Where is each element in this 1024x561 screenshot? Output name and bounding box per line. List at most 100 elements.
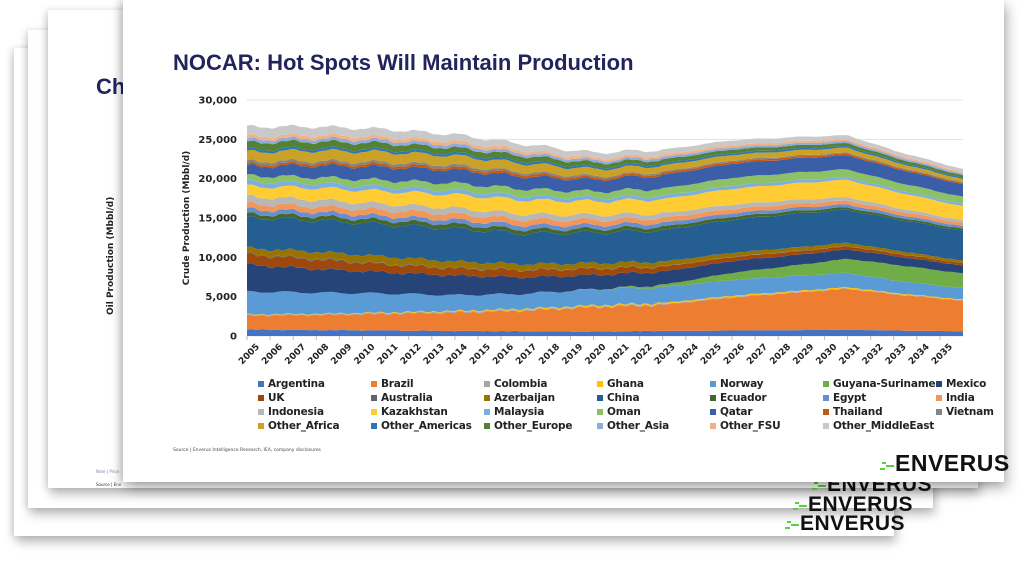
- logo-text: ENVERUS: [895, 450, 1010, 476]
- legend-swatch-icon: [597, 408, 603, 415]
- legend-label: Kazakhstan: [381, 405, 448, 418]
- legend-label: Other_MiddleEast: [833, 419, 935, 432]
- x-tick-label: 2017: [514, 342, 539, 367]
- area-guyana-suriname: [247, 258, 963, 296]
- legend-swatch-icon: [936, 394, 942, 401]
- legend-item: Oman: [597, 405, 710, 418]
- chart-legend: Argentina Brazil Colombia Ghana Norway Guyana…: [258, 377, 994, 432]
- x-tick-label: 2028: [768, 342, 793, 367]
- legend-label: China: [607, 391, 640, 404]
- legend-item: Malaysia: [484, 405, 597, 418]
- enverus-mark-icon: [880, 458, 894, 472]
- x-tick-label: 2023: [653, 342, 678, 367]
- legend-swatch-icon: [936, 380, 942, 387]
- area-other-africa: [247, 147, 963, 183]
- x-tick-label: 2027: [745, 342, 770, 367]
- back-slide-ylabel: Oil Production (Mbbl/d): [106, 196, 116, 315]
- legend-item: Other_Asia: [597, 419, 710, 432]
- x-tick-label: 2031: [838, 342, 863, 367]
- legend-label: Ecuador: [720, 391, 767, 404]
- enverus-logo-back-3: ENVERUS: [785, 512, 905, 536]
- area-india: [247, 200, 963, 228]
- x-tick-label: 2025: [699, 342, 724, 367]
- legend-swatch-icon: [258, 408, 264, 415]
- legend-swatch-icon: [484, 394, 490, 401]
- legend-item: Egypt: [823, 391, 936, 404]
- legend-swatch-icon: [823, 380, 829, 387]
- legend-label: Ghana: [607, 377, 644, 390]
- x-tick-label: 2026: [722, 342, 747, 367]
- legend-label: Other_Europe: [494, 419, 573, 432]
- y-tick-label: 15,000: [198, 214, 237, 225]
- legend-swatch-icon: [371, 422, 377, 429]
- x-tick-label: 2018: [537, 342, 562, 367]
- legend-item: Other_Europe: [484, 419, 597, 432]
- legend-swatch-icon: [484, 408, 490, 415]
- legend-label: Brazil: [381, 377, 414, 390]
- y-tick-label: 20,000: [198, 174, 237, 185]
- legend-item: India: [936, 391, 1024, 404]
- legend-swatch-icon: [371, 380, 377, 387]
- x-tick-label: 2020: [584, 342, 609, 367]
- legend-label: India: [946, 391, 975, 404]
- x-tick-label: 2021: [607, 342, 632, 367]
- enverus-mark-icon: [793, 498, 807, 512]
- legend-label: Qatar: [720, 405, 753, 418]
- area-oman: [247, 169, 963, 204]
- y-tick-label: 5,000: [205, 292, 237, 303]
- x-tick-label: 2009: [330, 342, 355, 367]
- area-uk: [247, 246, 963, 279]
- legend-label: Australia: [381, 391, 433, 404]
- legend-swatch-icon: [597, 422, 603, 429]
- x-tick-label: 2012: [399, 342, 424, 367]
- area-brazil: [247, 288, 963, 332]
- legend-swatch-icon: [258, 380, 264, 387]
- legend-item: Qatar: [710, 405, 823, 418]
- legend-swatch-icon: [710, 394, 716, 401]
- legend-label: Argentina: [268, 377, 325, 390]
- area-ecuador: [247, 207, 963, 236]
- x-tick-label: 2033: [884, 342, 909, 367]
- legend-item: Other_Africa: [258, 419, 371, 432]
- y-tick-label: 30,000: [198, 96, 237, 107]
- x-tick-label: 2010: [353, 342, 378, 367]
- front-slide[interactable]: NOCAR: Hot Spots Will Maintain Productio…: [123, 0, 1004, 482]
- legend-swatch-icon: [258, 422, 264, 429]
- legend-swatch-icon: [823, 422, 829, 429]
- legend-label: Guyana-Suriname: [833, 377, 936, 390]
- x-tick-label: 2011: [376, 342, 401, 367]
- x-tick-label: 2024: [676, 342, 701, 367]
- legend-item: Australia: [371, 391, 484, 404]
- area-other-asia: [247, 136, 963, 176]
- legend-item: Thailand: [823, 405, 936, 418]
- logo-text: ENVERUS: [800, 512, 906, 535]
- legend-swatch-icon: [710, 422, 716, 429]
- legend-swatch-icon: [484, 422, 490, 429]
- legend-item: Norway: [710, 377, 823, 390]
- back-slide-note: Note | Price: [96, 469, 120, 474]
- legend-item: Other_Americas: [371, 419, 484, 432]
- legend-swatch-icon: [710, 380, 716, 387]
- legend-item: Other_MiddleEast: [823, 419, 936, 432]
- legend-item: Argentina: [258, 377, 371, 390]
- area-indonesia: [247, 194, 963, 223]
- y-tick-label: 0: [230, 332, 237, 343]
- area-azerbaijan: [247, 242, 963, 272]
- x-tick-label: 2029: [792, 342, 817, 367]
- x-tick-label: 2006: [260, 342, 285, 367]
- back-slide-title: Ch: [96, 74, 126, 99]
- legend-item: Ecuador: [710, 391, 823, 404]
- legend-item: Azerbaijan: [484, 391, 597, 404]
- legend-item: Kazakhstan: [371, 405, 484, 418]
- area-other-europe: [247, 139, 963, 178]
- area-norway: [247, 272, 963, 316]
- legend-label: Other_Americas: [381, 419, 472, 432]
- legend-item: UK: [258, 391, 371, 404]
- area-malaysia: [247, 177, 963, 206]
- area-other-middleeast: [247, 124, 963, 173]
- x-tick-label: 2007: [283, 342, 308, 367]
- legend-item: Other_FSU: [710, 419, 823, 432]
- slide-title: NOCAR: Hot Spots Will Maintain Productio…: [173, 50, 634, 75]
- area-china: [247, 209, 963, 266]
- source-note: Source | Enverus Intelligence Research, …: [173, 448, 321, 453]
